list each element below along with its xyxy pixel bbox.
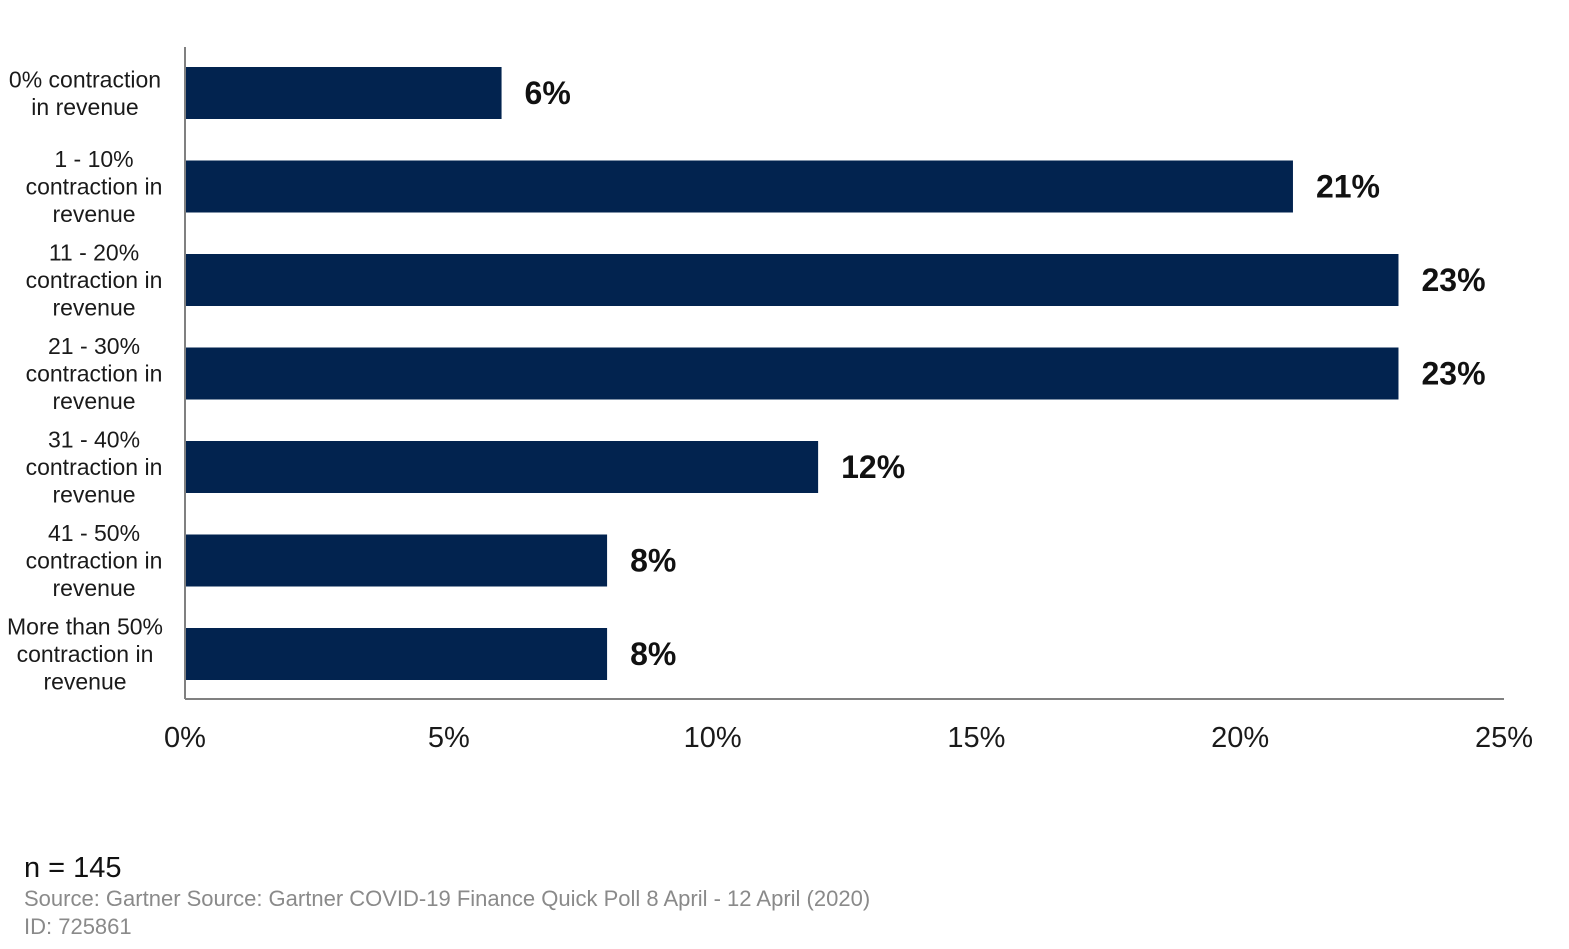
bar	[185, 160, 1293, 213]
category-label-line: 31 - 40%	[48, 427, 140, 453]
data-label: 8%	[630, 636, 676, 672]
bar	[185, 67, 502, 119]
category-label-line: More than 50%	[7, 614, 163, 640]
category-label: 31 - 40% contraction in revenue	[26, 427, 163, 508]
bar	[185, 441, 819, 493]
category-label-line: 1 - 10%	[54, 146, 133, 172]
data-labels-group: 6% 21% 23% 23% 12% 8% 8%	[525, 75, 1486, 672]
x-tick-label: 25%	[1475, 722, 1533, 754]
x-tick-label: 15%	[947, 722, 1005, 754]
category-label-line: contraction in	[26, 174, 163, 200]
data-label: 21%	[1316, 169, 1380, 205]
source-note: Source: Gartner Source: Gartner COVID-19…	[24, 886, 871, 911]
x-tick-label: 10%	[684, 722, 742, 754]
category-label-line: revenue	[52, 575, 135, 601]
category-label-line: revenue	[52, 388, 135, 414]
category-label: 1 - 10% contraction in revenue	[26, 146, 163, 227]
category-label-line: in revenue	[31, 94, 138, 120]
category-label-line: revenue	[52, 201, 135, 227]
bar-chart: 6% 21% 23% 23% 12% 8% 8% 0% contraction in reve…	[7, 47, 1533, 754]
data-label: 6%	[525, 75, 571, 111]
bar	[185, 254, 1399, 306]
bar	[185, 534, 608, 587]
sample-size-note: n = 145	[24, 852, 122, 884]
category-label-line: contraction in	[26, 267, 163, 293]
category-label-line: contraction in	[26, 361, 163, 387]
category-label: 11 - 20% contraction in revenue	[26, 240, 163, 321]
x-tick-labels-group: 0% 5% 10% 15% 20% 25%	[164, 722, 1533, 754]
category-label-line: revenue	[52, 482, 135, 508]
x-tick-label: 20%	[1211, 722, 1269, 754]
data-label: 8%	[630, 543, 676, 579]
category-label-line: contraction in	[26, 548, 163, 574]
category-label-line: 41 - 50%	[48, 520, 140, 546]
data-label: 23%	[1421, 262, 1485, 298]
category-label-line: revenue	[52, 295, 135, 321]
category-label: 0% contraction in revenue	[9, 66, 161, 120]
category-label-line: revenue	[43, 669, 126, 695]
data-label: 23%	[1421, 356, 1485, 392]
category-label: 41 - 50% contraction in revenue	[26, 520, 163, 601]
category-label-line: 21 - 30%	[48, 333, 140, 359]
category-label-line: contraction in	[26, 454, 163, 480]
bars-group	[185, 67, 1399, 680]
x-tick-label: 5%	[428, 722, 470, 754]
category-label-line: 0% contraction	[9, 66, 161, 92]
category-label: 21 - 30% contraction in revenue	[26, 333, 163, 414]
category-label-line: contraction in	[17, 641, 154, 667]
category-label-line: 11 - 20%	[49, 240, 139, 266]
category-label: More than 50% contraction in revenue	[7, 614, 163, 695]
data-label: 12%	[841, 449, 905, 485]
chart-id-note: ID: 725861	[24, 914, 132, 939]
bar	[185, 628, 608, 680]
bar	[185, 347, 1399, 400]
x-tick-label: 0%	[164, 722, 206, 754]
